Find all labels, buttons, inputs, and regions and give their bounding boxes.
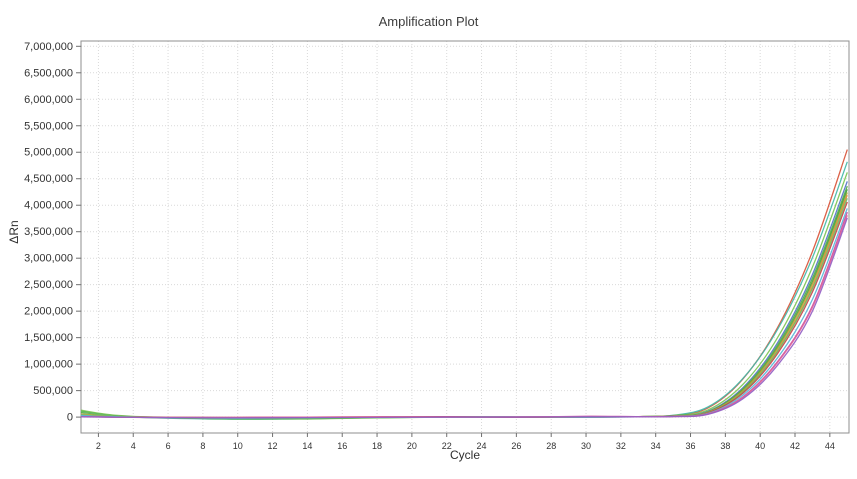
y-tick-label: 5,000,000	[24, 147, 73, 159]
x-tick-label: 26	[511, 441, 521, 451]
y-axis-label: ΔRn	[7, 220, 21, 244]
amplification-curve-sample-teal	[81, 161, 848, 420]
x-tick-label: 28	[546, 441, 556, 451]
x-tick-label: 8	[200, 441, 205, 451]
x-tick-label: 40	[755, 441, 765, 451]
y-tick-label: 2,000,000	[24, 306, 73, 318]
x-tick-label: 6	[166, 441, 171, 451]
amplification-curve-sample-olive	[81, 192, 848, 419]
x-tick-label: 12	[268, 441, 278, 451]
y-tick-label: 1,000,000	[24, 359, 73, 371]
amplification-curve-sample-green	[81, 185, 848, 420]
x-tick-label: 30	[581, 441, 591, 451]
y-tick-label: 6,000,000	[24, 94, 73, 106]
x-tick-label: 16	[337, 441, 347, 451]
x-tick-label: 38	[720, 441, 730, 451]
amplification-curve-sample-purple	[81, 217, 848, 419]
x-tick-label: 2	[96, 441, 101, 451]
x-tick-label: 18	[372, 441, 382, 451]
amplification-curve-sample-cyan	[81, 208, 848, 419]
x-tick-label: 42	[790, 441, 800, 451]
amplification-curve-sample-red	[81, 201, 848, 419]
x-tick-label: 22	[442, 441, 452, 451]
y-tick-label: 3,000,000	[24, 253, 73, 265]
y-tick-label: 2,500,000	[24, 279, 73, 291]
chart-title: Amplification Plot	[378, 14, 479, 29]
amplification-curve-sample-red-orange	[81, 149, 848, 419]
y-tick-label: 7,000,000	[24, 41, 73, 53]
x-tick-label: 20	[407, 441, 417, 451]
amplification-curve-sample-magenta	[81, 211, 848, 419]
x-axis-label: Cycle	[449, 448, 480, 462]
y-tick-label: 5,500,000	[24, 120, 73, 132]
amplification-curve-sample-light-green	[81, 172, 848, 420]
y-tick-label: 4,000,000	[24, 200, 73, 212]
amplification-curve-sample-orange	[81, 194, 848, 419]
x-tick-label: 44	[825, 441, 835, 451]
amplification-curve-sample-blue	[81, 181, 848, 419]
amplification-curve-sample-dark-green	[81, 189, 848, 420]
x-tick-label: 24	[477, 441, 487, 451]
x-tick-label: 34	[651, 441, 661, 451]
y-tick-label: 3,500,000	[24, 226, 73, 238]
x-tick-label: 32	[616, 441, 626, 451]
y-tick-label: 4,500,000	[24, 173, 73, 185]
x-tick-label: 10	[233, 441, 243, 451]
x-tick-label: 36	[686, 441, 696, 451]
x-tick-label: 14	[302, 441, 312, 451]
plot-border	[80, 40, 850, 434]
x-tick-label: 4	[131, 441, 136, 451]
amplification-curve-sample-pink	[81, 215, 848, 419]
y-tick-label: 6,500,000	[24, 67, 73, 79]
y-tick-label: 500,000	[33, 385, 73, 397]
y-tick-label: 1,500,000	[24, 332, 73, 344]
y-tick-label: 0	[67, 412, 73, 424]
